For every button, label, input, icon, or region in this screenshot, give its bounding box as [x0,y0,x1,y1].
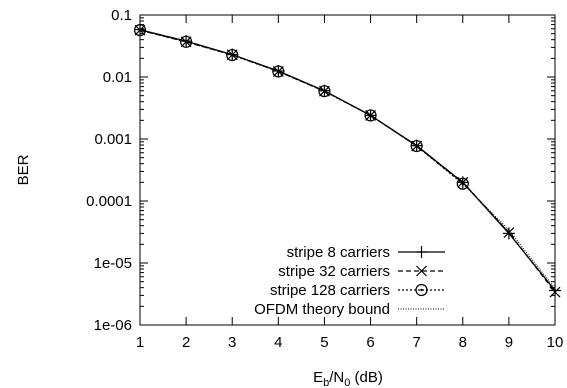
legend-label: OFDM theory bound [254,301,390,318]
series-2-point [549,286,561,298]
x-tick-label: 9 [505,334,513,351]
series-3-point [456,177,469,190]
legend: stripe 8 carriers stripe 32 carriers strip… [254,244,445,318]
x-axis-label-tail: (dB) [350,369,383,386]
y-axis: 1e-06 1e-05 0.0001 0.001 0.01 0.1 [86,7,555,334]
x-tick-label: 4 [274,334,282,351]
legend-label: stripe 8 carriers [287,244,390,261]
series-3-point-dot [277,70,280,73]
plot-frame [139,14,556,326]
y-tick-label: 0.01 [103,69,132,86]
x-tick-label: 8 [459,334,467,351]
series-2-point [503,227,515,238]
series-1-point [502,227,515,240]
series-3-point [272,65,285,78]
y-tick-label: 1e-06 [94,317,132,334]
series-1-point [549,284,561,297]
series-3-point [180,35,193,48]
legend-marker-dot [420,288,423,292]
y-tick-label: 0.001 [94,131,132,148]
series-3-point [318,85,331,98]
series-2-point [549,286,561,298]
series-3-point [364,109,377,122]
y-tick-label: 1e-05 [94,255,132,272]
legend-marker [415,283,428,297]
series-3-point-dot [323,90,326,93]
series-line-3 [139,29,464,185]
series-3-point [133,24,147,37]
x-tick-label: 2 [182,334,190,351]
x-tick-label: 7 [412,334,420,351]
series-3-point [272,65,285,78]
x-tick-label: 6 [366,334,374,351]
series-2-point [503,227,515,238]
series-line-4 [139,30,556,289]
legend-marker [415,283,428,297]
x-axis-label-main: E [313,369,323,386]
y-tick-label: 0.0001 [86,193,132,210]
x-axis-label-sub2: 0 [344,377,350,388]
x-tick-label: 10 [547,334,564,351]
series-3-point [410,139,423,153]
y-axis-label: BER [15,154,32,185]
legend-marker [415,246,428,258]
legend-marker [416,265,427,277]
x-axis-label: Eb/N0 (dB) [313,369,383,388]
legend-label: stripe 128 carriers [270,282,390,299]
series-3-point [226,48,239,62]
x-axis-label-mid: /N [329,369,344,386]
y-tick-label: 0.1 [111,7,132,24]
series-3-point [318,85,331,98]
series-layer [133,23,561,298]
x-tick-label: 1 [136,334,144,351]
x-tick-label: 5 [320,334,328,351]
x-tick-label: 3 [228,334,236,351]
x-axis: 1 2 3 4 5 6 7 8 9 10 [136,15,564,351]
legend-marker [416,265,427,277]
legend-label: stripe 32 carriers [278,263,390,280]
x-axis-label-sub1: b [323,377,329,388]
